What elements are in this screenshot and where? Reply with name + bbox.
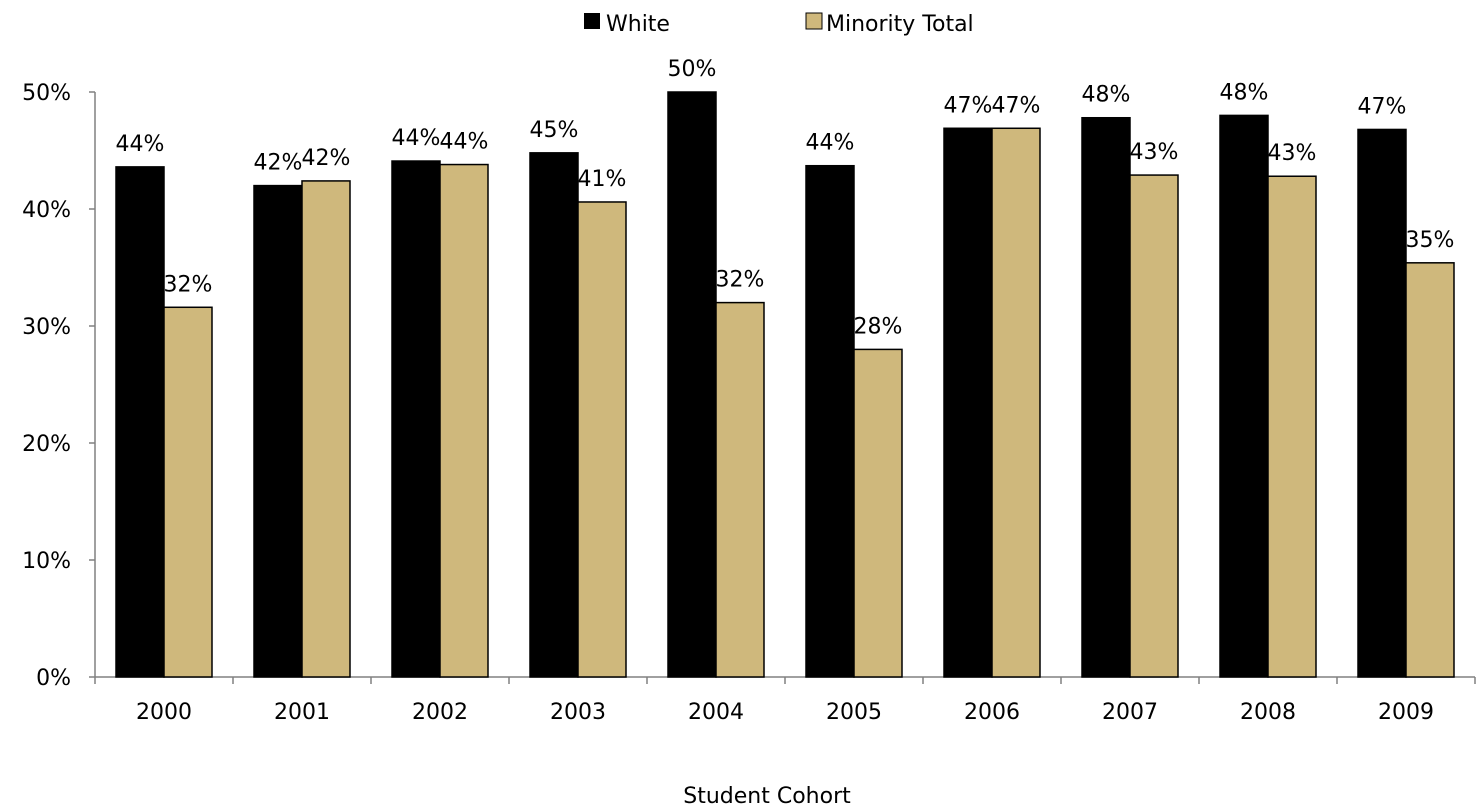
data-label-white: 45% bbox=[530, 118, 579, 143]
y-tick-label: 50% bbox=[22, 81, 71, 106]
bar-white bbox=[1357, 128, 1407, 678]
x-tick-label: 2006 bbox=[964, 700, 1020, 725]
bar-white bbox=[529, 152, 579, 678]
legend-swatch-minority-total bbox=[805, 12, 823, 30]
bar-white bbox=[253, 184, 303, 678]
data-label-white: 42% bbox=[254, 151, 303, 176]
y-tick-label: 30% bbox=[22, 315, 71, 340]
y-tick-label: 40% bbox=[22, 198, 71, 223]
data-label-white: 48% bbox=[1082, 83, 1131, 108]
x-tick-label: 2001 bbox=[274, 700, 330, 725]
bar-minority-total bbox=[853, 348, 903, 678]
x-tick-label: 2000 bbox=[136, 700, 192, 725]
bar-minority-total bbox=[163, 306, 213, 678]
data-label-white: 48% bbox=[1220, 80, 1269, 105]
data-label-white: 47% bbox=[1358, 94, 1407, 119]
legend-label-minority-total: Minority Total bbox=[826, 12, 974, 37]
x-tick-label: 2007 bbox=[1102, 700, 1158, 725]
data-label-minority-total: 47% bbox=[992, 93, 1041, 118]
x-tick-label: 2009 bbox=[1378, 700, 1434, 725]
bar-minority-total bbox=[1405, 262, 1455, 678]
x-tick-label: 2004 bbox=[688, 700, 744, 725]
bar-white bbox=[943, 127, 993, 678]
bar-minority-total bbox=[1267, 175, 1317, 678]
bar-white bbox=[667, 91, 717, 678]
x-tick-label: 2008 bbox=[1240, 700, 1296, 725]
bar-white bbox=[805, 164, 855, 678]
bar-white bbox=[115, 166, 165, 678]
legend-label-white: White bbox=[606, 12, 670, 37]
data-label-minority-total: 32% bbox=[716, 268, 765, 293]
bar-white bbox=[391, 160, 441, 678]
x-tick-label: 2005 bbox=[826, 700, 882, 725]
data-labels: 44% 42% 44% 45% 50% 44% 47% 48% 48% 47% 32% 42% 44% 4… bbox=[116, 57, 1455, 339]
x-tick-label: 2003 bbox=[550, 700, 606, 725]
data-label-minority-total: 41% bbox=[578, 167, 627, 192]
data-label-white: 44% bbox=[392, 126, 441, 151]
data-label-white: 44% bbox=[806, 131, 855, 156]
legend: White Minority Total bbox=[584, 12, 974, 37]
x-tick-label: 2002 bbox=[412, 700, 468, 725]
x-axis-title: Student Cohort bbox=[683, 784, 851, 807]
bar-white bbox=[1081, 116, 1131, 678]
y-tick-label: 10% bbox=[22, 549, 71, 574]
data-label-minority-total: 43% bbox=[1130, 140, 1179, 165]
y-tick-label: 20% bbox=[22, 432, 71, 457]
data-label-white: 47% bbox=[944, 93, 993, 118]
data-label-minority-total: 43% bbox=[1268, 141, 1317, 166]
bar-minority-total bbox=[1129, 174, 1179, 678]
axes: 0% 10% 20% 30% 40% 50% 2000 2001 2002 2003 2004 200… bbox=[22, 81, 1476, 725]
data-label-minority-total: 42% bbox=[302, 146, 351, 171]
data-label-minority-total: 32% bbox=[164, 272, 213, 297]
data-label-minority-total: 28% bbox=[854, 314, 903, 339]
data-label-minority-total: 44% bbox=[440, 130, 489, 155]
bars bbox=[115, 91, 1455, 678]
bar-minority-total bbox=[991, 127, 1041, 678]
data-label-white: 44% bbox=[116, 132, 165, 157]
legend-swatch-white bbox=[584, 13, 600, 29]
bar-minority-total bbox=[715, 301, 765, 678]
data-label-minority-total: 35% bbox=[1406, 228, 1455, 253]
bar-white bbox=[1219, 114, 1269, 678]
bar-minority-total bbox=[301, 180, 351, 678]
bar-minority-total bbox=[439, 163, 489, 678]
bar-minority-total bbox=[577, 201, 627, 678]
y-tick-label: 0% bbox=[36, 666, 71, 691]
data-label-white: 50% bbox=[668, 57, 717, 82]
